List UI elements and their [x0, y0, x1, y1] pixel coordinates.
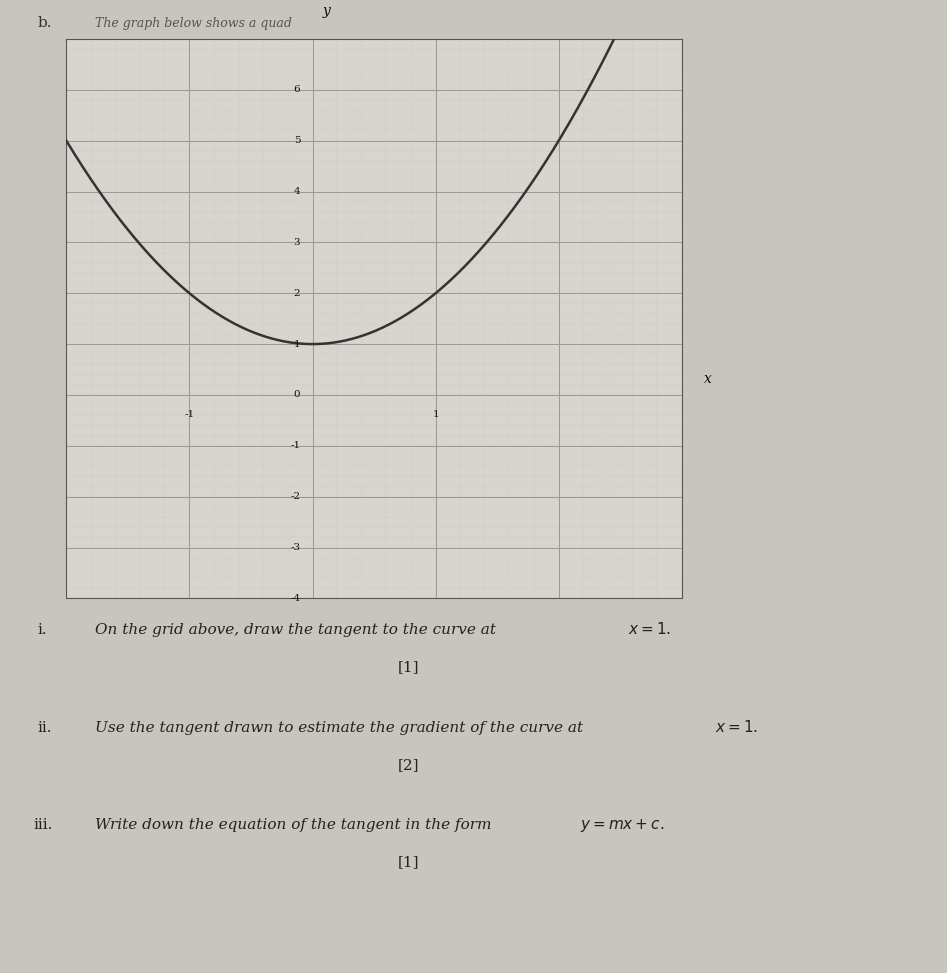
- Text: 1: 1: [294, 340, 300, 348]
- Text: 0: 0: [294, 390, 300, 400]
- Text: 6: 6: [294, 86, 300, 94]
- Text: [1]: [1]: [398, 855, 420, 869]
- Text: 4: 4: [294, 187, 300, 196]
- Text: $x = 1.$: $x = 1.$: [628, 622, 670, 637]
- Text: [1]: [1]: [398, 661, 420, 674]
- Text: b.: b.: [38, 17, 52, 30]
- Text: Use the tangent drawn to estimate the gradient of the curve at: Use the tangent drawn to estimate the gr…: [95, 721, 588, 735]
- Text: On the grid above, draw the tangent to the curve at: On the grid above, draw the tangent to t…: [95, 624, 501, 637]
- Text: -3: -3: [290, 543, 300, 552]
- Text: y: y: [322, 4, 331, 18]
- Text: -1: -1: [185, 411, 194, 419]
- Text: ii.: ii.: [38, 721, 52, 735]
- Text: -1: -1: [290, 442, 300, 450]
- Text: $x = 1.$: $x = 1.$: [715, 719, 758, 735]
- Text: -4: -4: [290, 594, 300, 603]
- Text: The graph below shows a quad: The graph below shows a quad: [95, 18, 292, 30]
- Text: $y = mx + c.$: $y = mx + c.$: [580, 817, 664, 834]
- Text: Write down the equation of the tangent in the form: Write down the equation of the tangent i…: [95, 818, 496, 832]
- Text: iii.: iii.: [33, 818, 52, 832]
- Text: 1: 1: [433, 411, 438, 419]
- Text: x: x: [704, 372, 712, 386]
- Text: [2]: [2]: [398, 758, 420, 772]
- Text: 5: 5: [294, 136, 300, 145]
- Text: 3: 3: [294, 237, 300, 247]
- Text: i.: i.: [38, 624, 47, 637]
- Text: -2: -2: [290, 492, 300, 501]
- Text: 2: 2: [294, 289, 300, 298]
